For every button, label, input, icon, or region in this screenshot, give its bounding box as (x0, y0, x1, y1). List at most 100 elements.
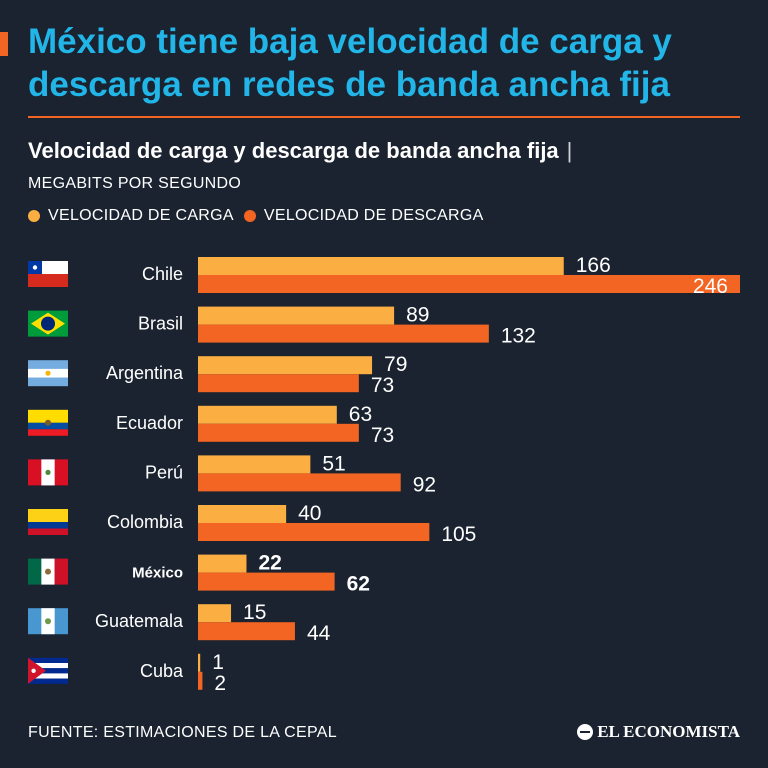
flag-emblem (45, 419, 51, 426)
category-label: Ecuador (116, 413, 183, 433)
flag-star (31, 668, 36, 673)
flag-argentina-icon (28, 360, 68, 387)
download-value-label: 132 (501, 325, 536, 348)
subtitle-separator: | (566, 138, 573, 163)
flag-mexico-icon (28, 558, 68, 585)
category-label: Perú (145, 462, 183, 482)
brand-name: EL ECONOMISTA (597, 722, 740, 741)
category-label: México (132, 565, 183, 582)
category-label: Cuba (140, 661, 184, 681)
download-bar (198, 423, 359, 442)
download-value-label: 73 (371, 374, 394, 397)
chart-row: Perú 51 92 (28, 452, 436, 496)
flag-stripe (28, 663, 68, 669)
category-label: Argentina (106, 363, 184, 383)
upload-value-label: 79 (384, 353, 407, 376)
flag-brasil-icon (28, 310, 68, 337)
flag-peru-icon (28, 459, 68, 486)
brand-mark-icon (577, 724, 594, 740)
chart-units: MEGABITS POR SEGUNDO (28, 175, 242, 192)
upload-value-label: 15 (243, 601, 266, 624)
flag-sun (45, 370, 51, 376)
flag-emblem (45, 568, 51, 575)
headline: México tiene baja velocidad de carga y d… (28, 22, 672, 104)
category-label: Guatemala (95, 611, 184, 631)
download-value-label: 73 (371, 424, 394, 447)
download-bar (198, 275, 740, 293)
upload-value-label: 51 (322, 452, 345, 475)
legend-upload-label: VELOCIDAD DE CARGA (48, 207, 234, 224)
chart-row: México 22 62 (28, 552, 370, 596)
flag-stripe (28, 522, 68, 529)
flag-ecuador-icon (28, 409, 68, 436)
headline-accent-block (0, 32, 8, 56)
flag-stripe (28, 668, 68, 674)
flag-stripe (28, 409, 68, 423)
chart-row: Guatemala 15 44 (28, 601, 331, 645)
chart-row: Cuba 12 (28, 651, 226, 695)
flag-stripe (28, 509, 68, 522)
flag-stripe (28, 678, 68, 684)
download-value-label: 44 (307, 622, 331, 645)
upload-value-label: 22 (258, 552, 281, 575)
flag-colombia-icon (28, 509, 68, 535)
legend-item-download: VELOCIDAD DE DESCARGA (243, 207, 484, 225)
flag-emblem (45, 469, 51, 475)
chart-subtitle: Velocidad de carga y descarga de banda a… (28, 138, 572, 164)
flag-stripe (28, 429, 68, 436)
download-bar (198, 324, 489, 343)
download-bar (198, 523, 430, 541)
upload-bar (198, 604, 232, 623)
category-label: Chile (142, 264, 183, 284)
category-label: Brasil (138, 314, 183, 334)
source-note: FUENTE: ESTIMACIONES DE LA CEPAL (28, 724, 337, 741)
flag-stripe (28, 673, 68, 679)
flag-stripe (54, 558, 68, 585)
brand-logo: EL ECONOMISTA (577, 722, 740, 742)
upload-bar (198, 505, 287, 523)
upload-value-label: 40 (298, 502, 321, 525)
upload-value-label: 63 (349, 403, 372, 426)
upload-value-label: 1 (212, 651, 224, 674)
headline-divider (28, 116, 740, 118)
flag-stripe (28, 558, 42, 585)
download-value-label: 62 (347, 573, 370, 596)
upload-bar (198, 455, 311, 474)
upload-bar (198, 405, 337, 424)
upload-bar (198, 306, 395, 325)
chart-subtitle-text: Velocidad de carga y descarga de banda a… (28, 138, 559, 163)
legend-download-dot-icon (243, 210, 256, 222)
chart-row: Brasil 89 132 (28, 304, 536, 348)
download-value-label: 2 (214, 672, 226, 695)
download-value-label: 246 (693, 275, 728, 298)
download-bar (198, 374, 359, 393)
download-bar (198, 671, 203, 690)
download-bar (198, 572, 335, 591)
flag-emblem (45, 618, 51, 625)
upload-bar (198, 554, 247, 573)
legend-download-label: VELOCIDAD DE DESCARGA (263, 207, 484, 224)
flag-guatemala-icon (28, 608, 68, 635)
flag-globe (40, 316, 56, 331)
upload-value-label: 89 (406, 304, 429, 327)
upload-value-label: 166 (576, 254, 611, 277)
legend-upload-dot-icon (28, 210, 40, 222)
download-bar (198, 622, 295, 641)
chart-row: Colombia 40 105 (28, 502, 476, 546)
flag-star (32, 265, 38, 270)
flag-stripe (28, 274, 68, 287)
flag-triangle (28, 657, 46, 684)
category-label: Colombia (107, 512, 184, 532)
upload-bar (198, 257, 564, 275)
chart-legend: VELOCIDAD DE CARGA VELOCIDAD DE DESCARGA (28, 207, 494, 225)
upload-bar (198, 356, 373, 375)
chart-row: Chile 166 246 (28, 254, 740, 298)
download-value-label: 105 (441, 523, 476, 546)
download-bar (198, 473, 401, 492)
flag-chile-icon (28, 261, 68, 287)
flag-stripe (28, 528, 68, 535)
download-value-label: 92 (413, 473, 436, 496)
